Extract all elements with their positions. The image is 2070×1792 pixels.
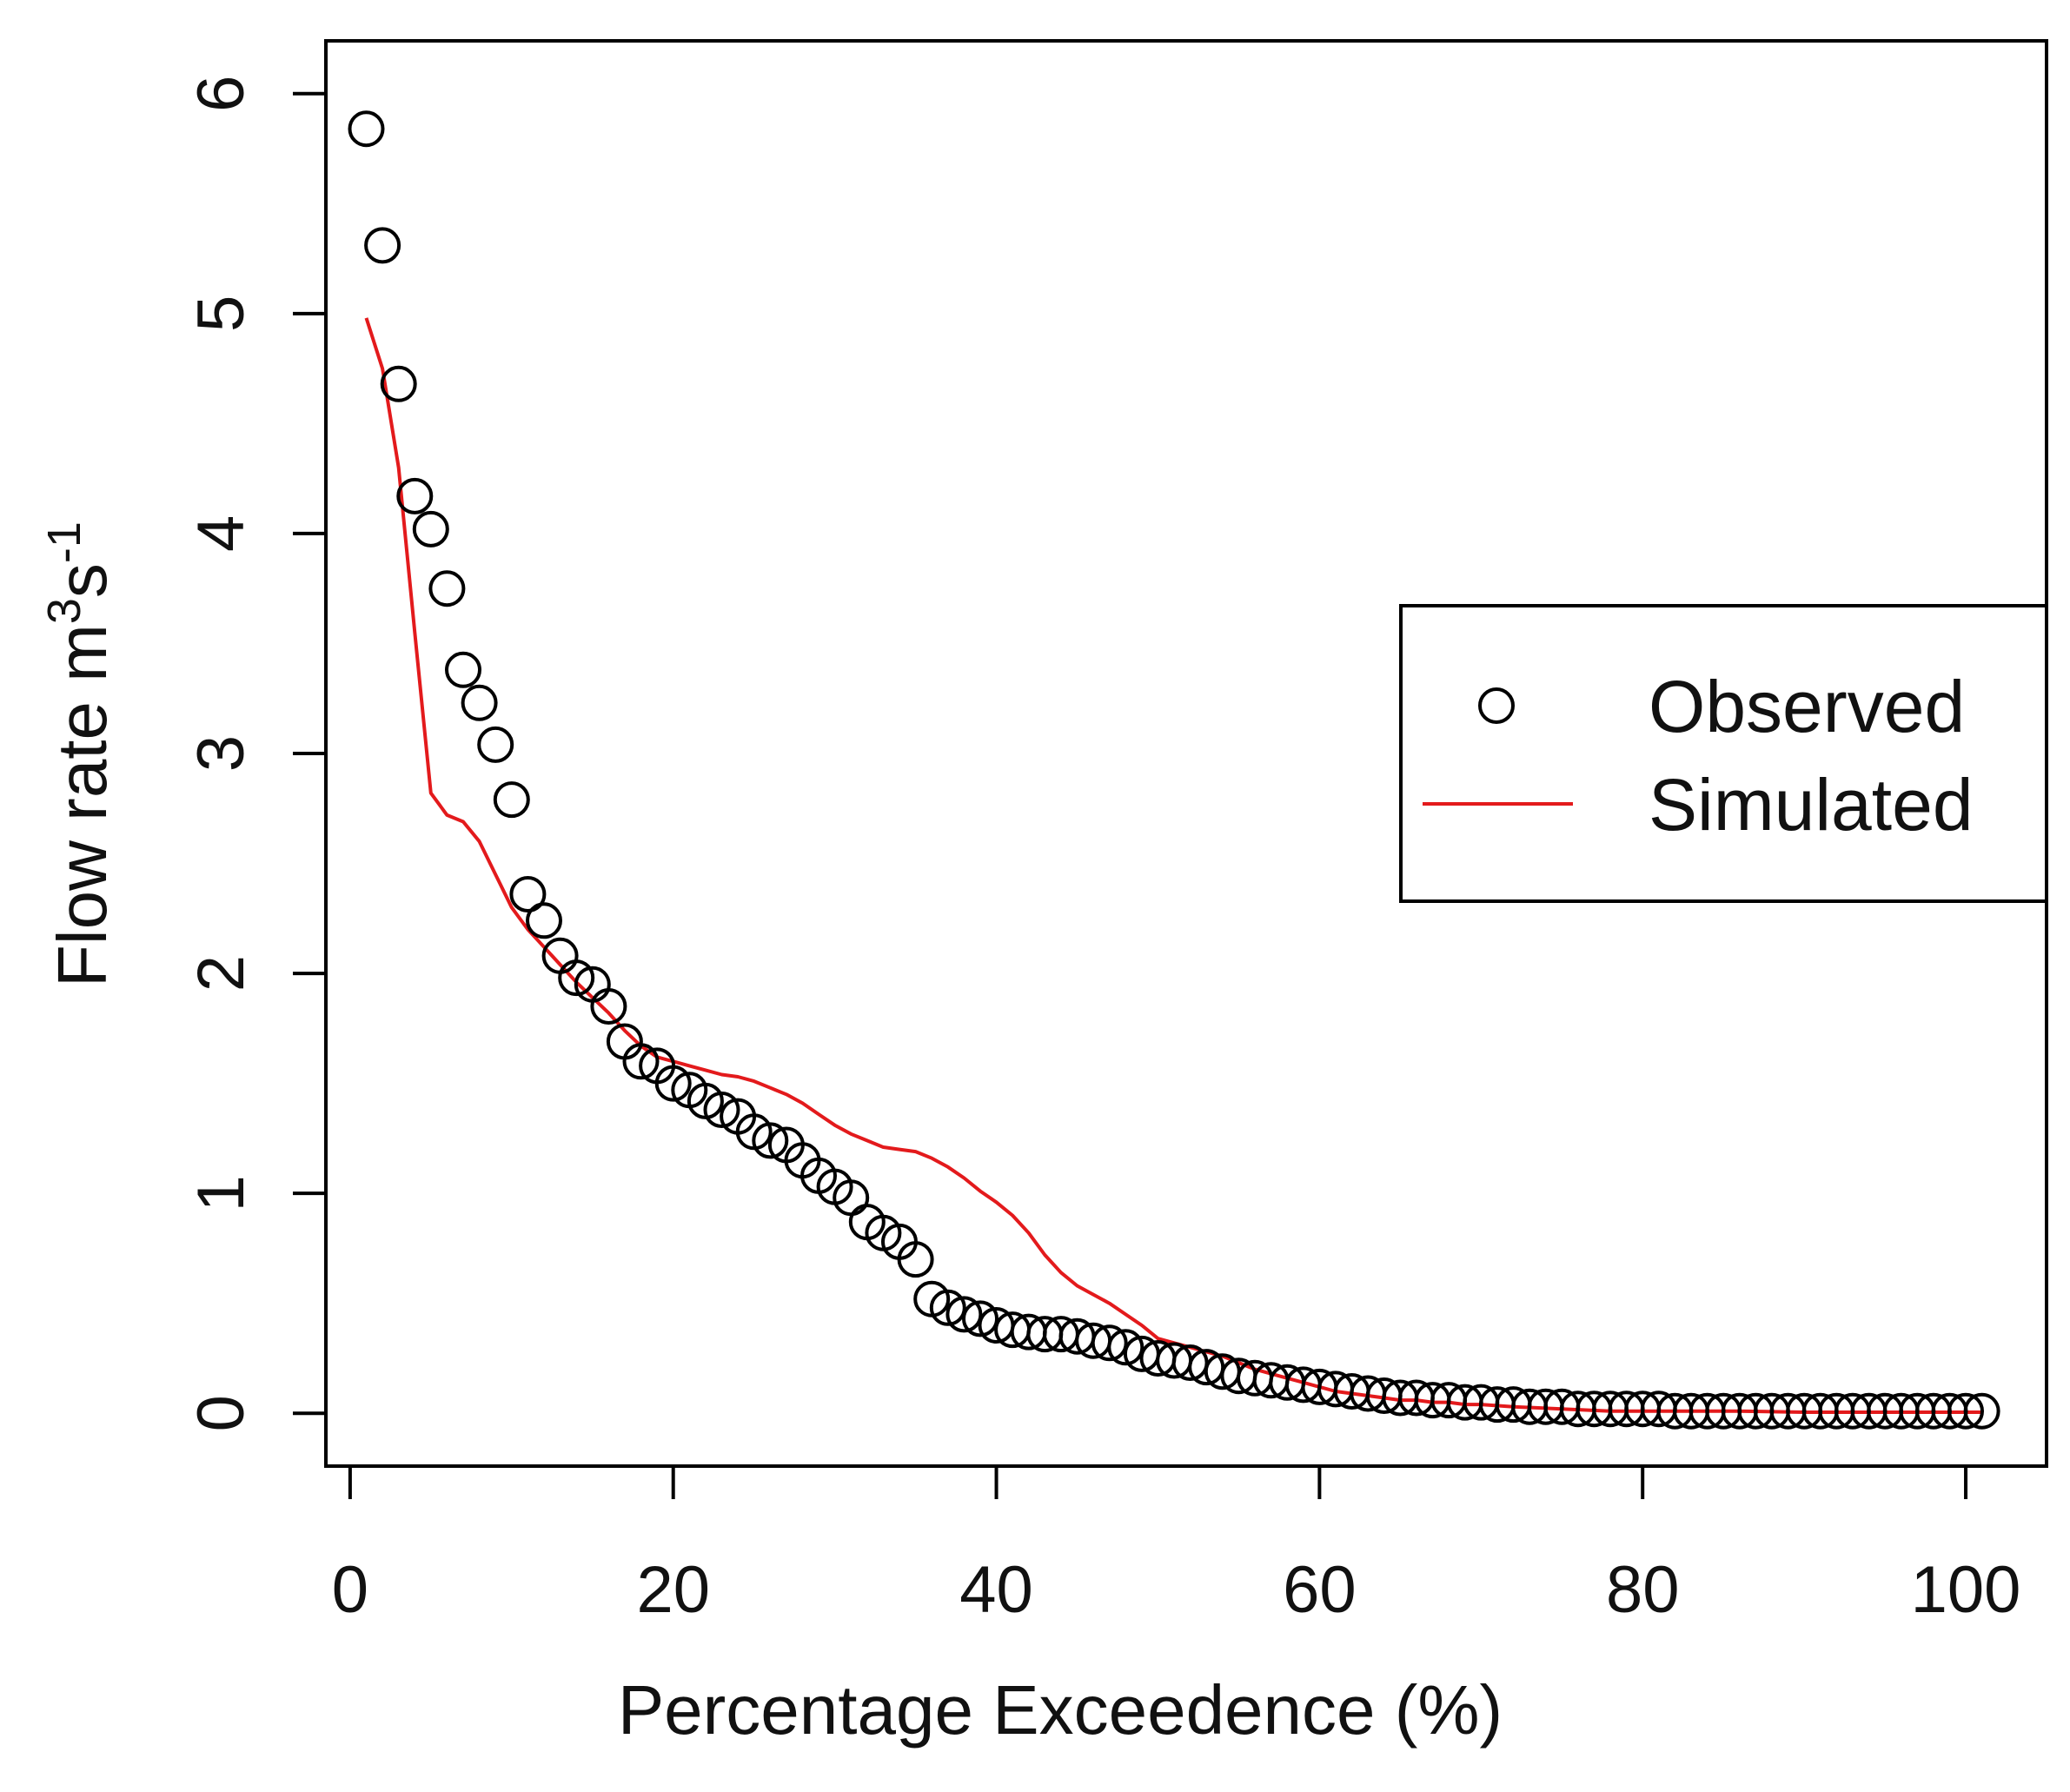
legend-observed-label: Observed <box>1649 666 1965 747</box>
observed-point <box>526 902 562 939</box>
simulated-line <box>364 317 1982 1414</box>
y-tick-label: 1 <box>184 1175 258 1211</box>
y-tick-label: 6 <box>184 76 258 112</box>
observed-point <box>380 365 417 402</box>
observed-point <box>428 570 466 607</box>
y-tick-label: 0 <box>184 1395 258 1431</box>
observed-point <box>364 227 401 264</box>
observed-point <box>654 1065 692 1102</box>
observed-point <box>1107 1329 1144 1366</box>
y-tick-label: 3 <box>184 735 258 772</box>
observed-point <box>590 988 627 1025</box>
observed-point <box>622 1043 660 1080</box>
observed-point <box>962 1300 999 1337</box>
y-axis: 0 1 2 3 4 5 6 <box>184 76 328 1431</box>
observed-point <box>945 1296 983 1333</box>
y-axis-title-sup-3: 3 <box>38 598 90 624</box>
observed-point <box>461 684 498 721</box>
x-axis: 0 20 40 60 80 100 <box>332 1464 2021 1627</box>
y-axis-title-main: Flow rate m <box>43 624 121 987</box>
y-axis-title-s: s <box>43 563 121 598</box>
observed-point <box>396 477 434 514</box>
legend: Observed Simulated <box>1399 604 2048 903</box>
observed-point <box>509 876 547 913</box>
observed-point <box>348 110 385 148</box>
simulated-series <box>364 317 1982 1414</box>
observed-point <box>929 1289 966 1326</box>
x-tick-label: 20 <box>636 1553 710 1627</box>
x-axis-title: Percentage Exceedence (%) <box>618 1671 1503 1749</box>
x-tick-label: 100 <box>1911 1553 2021 1627</box>
legend-simulated-label: Simulated <box>1649 764 1974 846</box>
x-tick-label: 80 <box>1606 1553 1680 1627</box>
observed-point <box>493 781 530 819</box>
y-tick-label: 5 <box>184 295 258 332</box>
observed-point <box>412 510 449 548</box>
legend-observed-marker <box>1478 687 1515 724</box>
observed-point <box>752 1122 789 1159</box>
x-tick-label: 60 <box>1283 1553 1357 1627</box>
y-axis-title-sup-minus1: -1 <box>38 521 90 563</box>
observed-point <box>1963 1392 2000 1430</box>
y-tick-label: 4 <box>184 515 258 552</box>
legend-box <box>1399 604 2048 903</box>
observed-series <box>348 110 2000 1430</box>
observed-point <box>703 1092 740 1128</box>
x-tick-label: 40 <box>959 1553 1033 1627</box>
x-tick-label: 0 <box>332 1553 368 1627</box>
observed-point <box>445 651 481 688</box>
observed-point <box>1091 1324 1128 1362</box>
y-tick-label: 2 <box>184 955 258 992</box>
observed-point <box>558 959 595 997</box>
y-axis-title: Flow rate m3s-1 <box>38 521 121 987</box>
observed-point <box>1947 1392 1984 1430</box>
observed-point <box>897 1241 934 1278</box>
observed-point <box>477 726 514 763</box>
